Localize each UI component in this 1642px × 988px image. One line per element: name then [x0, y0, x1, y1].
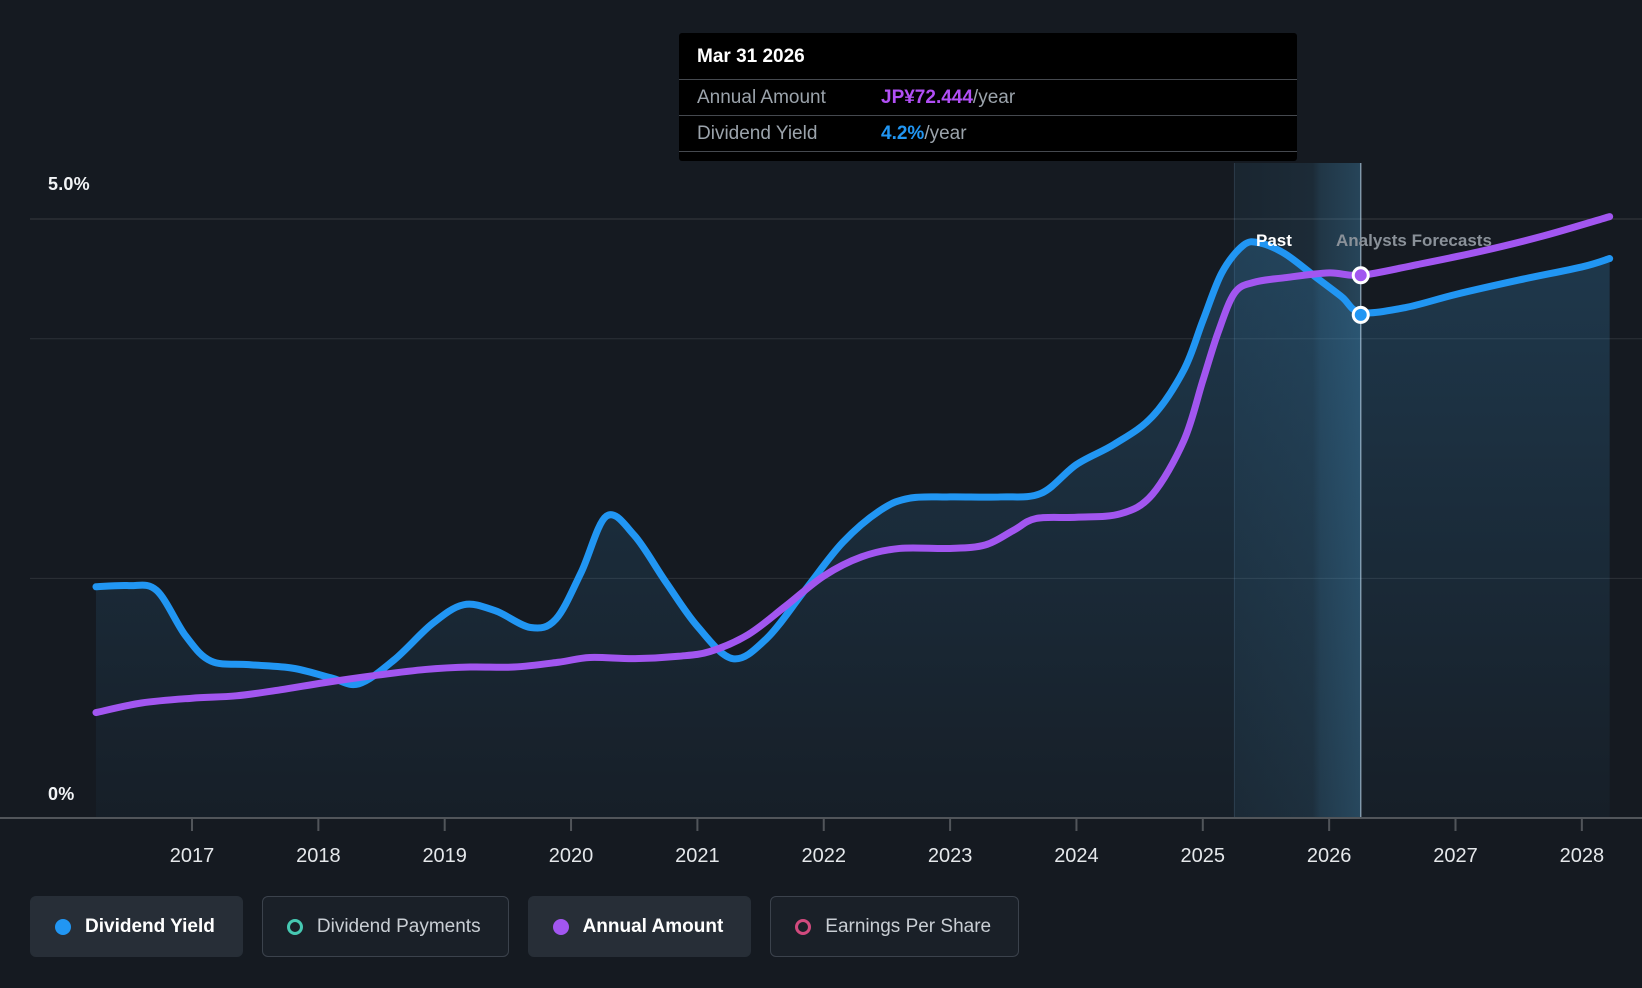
x-axis-label-2024: 2024 [1054, 845, 1099, 867]
dividend-payments-swatch-ring-icon [286, 918, 303, 935]
legend-label-annual-amount: Annual Amount [582, 915, 724, 937]
x-axis-label-2021: 2021 [675, 845, 720, 867]
tooltip-row-annual-amount: Annual Amount JP¥72.444/year [679, 80, 1297, 116]
legend-item-dividend-payments[interactable]: Dividend Payments [261, 896, 509, 957]
tooltip-annual-amount-suffix: /year [972, 86, 1016, 108]
x-axis-label-2025: 2025 [1180, 845, 1226, 867]
tooltip-dividend-yield-value: 4.2% [881, 122, 925, 144]
earnings-per-share-swatch-ring-icon [795, 918, 812, 935]
x-axis-label-2018: 2018 [296, 845, 341, 867]
x-axis-label-2023: 2023 [927, 845, 973, 867]
tooltip-annual-amount-value: JP¥72.444 [881, 86, 973, 108]
chart-tooltip: Mar 31 2026 Annual Amount JP¥72.444/year… [679, 33, 1297, 161]
legend-item-earnings-per-share[interactable]: Earnings Per Share [770, 896, 1020, 957]
annual-amount-marker-dot [1351, 266, 1370, 285]
legend-label-dividend-payments: Dividend Payments [316, 915, 481, 937]
dividend-yield-marker-dot [1351, 305, 1370, 324]
legend-item-dividend-yield[interactable]: Dividend Yield [30, 896, 243, 957]
x-axis-label-2027: 2027 [1433, 845, 1478, 867]
tooltip-dividend-yield-suffix: /year [924, 122, 967, 144]
tooltip-row-dividend-yield: Dividend Yield 4.2%/year [679, 116, 1297, 152]
annual-amount-swatch-dot-icon [552, 918, 569, 935]
dividend-yield-area-fill [95, 241, 1610, 817]
dividend-yield-swatch-dot-icon [55, 918, 71, 935]
legend-label-earnings-per-share: Earnings Per Share [825, 915, 992, 937]
x-axis-label-2028: 2028 [1559, 845, 1605, 867]
x-axis-label-2019: 2019 [422, 845, 467, 867]
x-axis-label-2017: 2017 [169, 845, 215, 867]
annual-amount-line [92, 213, 1614, 717]
y-axis-label-bottom: 0% [48, 784, 75, 804]
x-axis-label-2020: 2020 [548, 845, 594, 867]
analysts-forecasts-region-label: Analysts Forecasts [1336, 231, 1492, 250]
past-region-label: Past [1256, 231, 1292, 250]
chart-legend: Dividend Yield Dividend Payments Annual Am… [30, 896, 1020, 957]
tooltip-dividend-yield-label: Dividend Yield [697, 122, 818, 144]
x-axis-ticks [191, 819, 1583, 831]
x-axis-label-2022: 2022 [801, 845, 847, 867]
tooltip-annual-amount-label: Annual Amount [697, 86, 826, 108]
dividend-yield-line [92, 238, 1614, 689]
legend-item-annual-amount[interactable]: Annual Amount [527, 896, 752, 957]
y-axis-label-top: 5.0% [48, 174, 90, 194]
tooltip-date: Mar 31 2026 [679, 33, 1297, 80]
x-axis-label-2026: 2026 [1306, 845, 1352, 867]
legend-label-dividend-yield: Dividend Yield [85, 915, 215, 937]
